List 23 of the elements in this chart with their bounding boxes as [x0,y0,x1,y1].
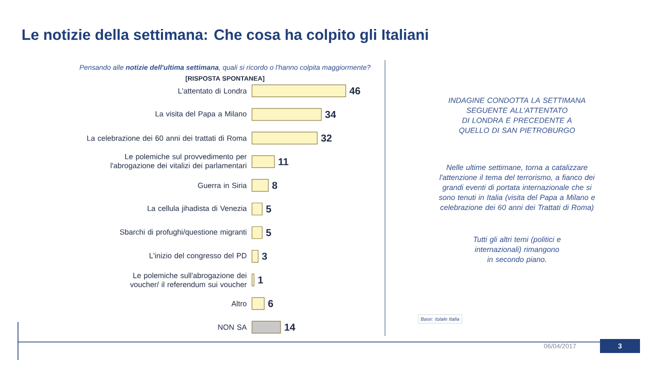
bar [252,320,281,334]
bar [252,274,254,286]
data-label: 46 [350,87,360,94]
data-label: 8 [272,182,278,189]
bar [252,226,262,239]
data-label: 34 [325,110,336,118]
data-label: 14 [284,324,296,331]
data-label: 11 [278,158,288,166]
bar [252,179,269,192]
data-label: 6 [268,300,274,308]
data-label: 32 [321,134,332,142]
bar [252,132,318,144]
bar [252,202,262,216]
data-label: 3 [262,252,267,260]
bar [252,108,322,121]
bar [252,155,275,168]
chart-title: Le notizie della settimana: Che cosa ha colpito gli Italiani [22,28,428,44]
bar [252,84,346,98]
data-label: 5 [266,229,272,236]
data-label: 1 [258,276,263,284]
bar [252,297,265,310]
data-label: 5 [266,205,272,212]
bar [252,250,258,263]
